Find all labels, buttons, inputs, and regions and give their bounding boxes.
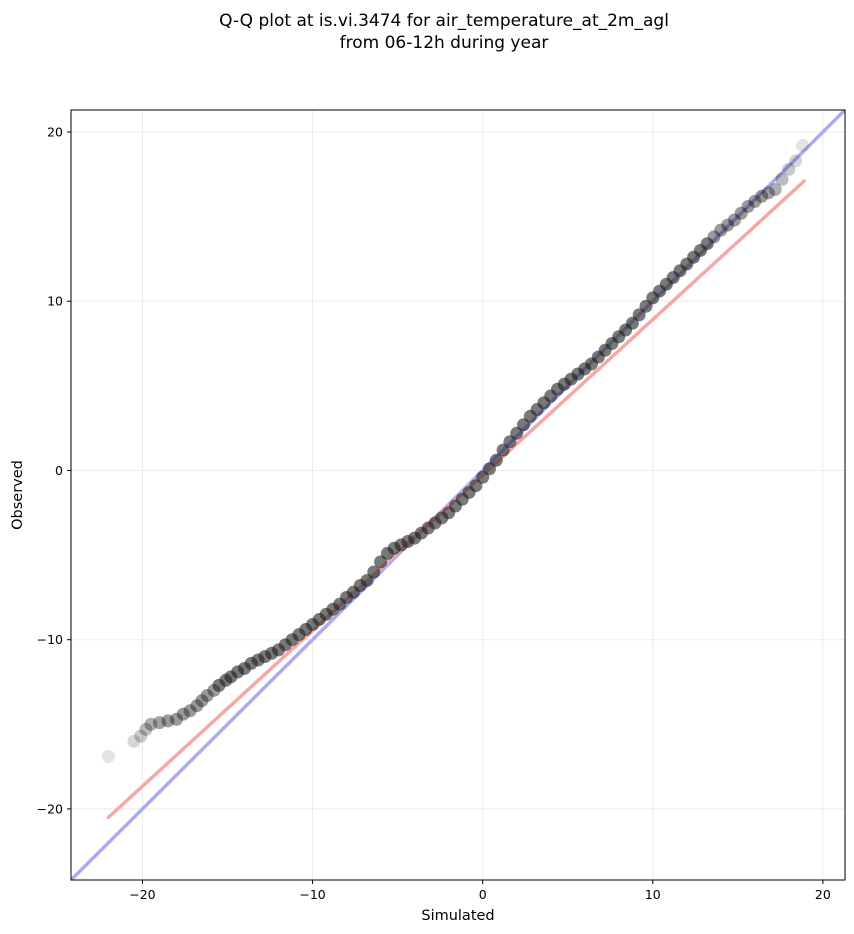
data-point — [748, 194, 762, 208]
y-axis-label: Observed — [10, 460, 26, 530]
data-point — [727, 213, 741, 227]
data-point — [489, 453, 503, 467]
axes-layer: −20 −10 0 10 20 −20 −10 0 10 20 — [37, 125, 831, 903]
y-tick-label: −20 — [37, 801, 63, 816]
x-tick-label: 0 — [479, 887, 487, 902]
x-axis-label: Simulated — [421, 908, 494, 924]
data-point — [176, 707, 190, 721]
data-point — [761, 186, 775, 200]
data-point — [795, 139, 809, 153]
data-point — [768, 183, 782, 197]
data-point — [101, 749, 115, 763]
data-point — [200, 689, 214, 703]
data-point — [782, 162, 796, 176]
data-point — [161, 714, 175, 728]
x-tick-label: −20 — [129, 887, 155, 902]
y-tick-label: −10 — [37, 632, 63, 647]
data-point — [144, 717, 158, 731]
data-point — [152, 716, 166, 730]
x-tick-label: 10 — [645, 887, 661, 902]
data-point — [190, 699, 204, 713]
data-point — [183, 704, 197, 718]
data-point — [714, 223, 728, 237]
data-point — [707, 230, 721, 244]
data-point — [169, 712, 183, 726]
data-point — [789, 154, 803, 168]
data-point — [367, 565, 381, 579]
data-point — [734, 206, 748, 220]
data-point — [139, 722, 153, 736]
chart-title: Q-Q plot at is.vi.3474 for air_temperatu… — [219, 11, 669, 31]
grid-lines — [71, 110, 845, 880]
data-point — [127, 734, 141, 748]
data-point — [195, 694, 209, 708]
data-point — [755, 189, 769, 203]
data-point — [700, 237, 714, 251]
plot-frame — [70, 109, 846, 881]
points-layer — [101, 139, 809, 763]
data-point — [775, 172, 789, 186]
y-tick-label: 0 — [55, 463, 63, 478]
data-point — [741, 199, 755, 213]
x-tick-label: 20 — [815, 887, 831, 902]
y-tick-label: 10 — [47, 294, 63, 309]
data-point — [721, 218, 735, 232]
data-point — [134, 729, 148, 743]
chart-subtitle: from 06-12h during year — [340, 33, 549, 53]
y-tick-label: 20 — [47, 125, 63, 140]
x-tick-label: −10 — [299, 887, 325, 902]
